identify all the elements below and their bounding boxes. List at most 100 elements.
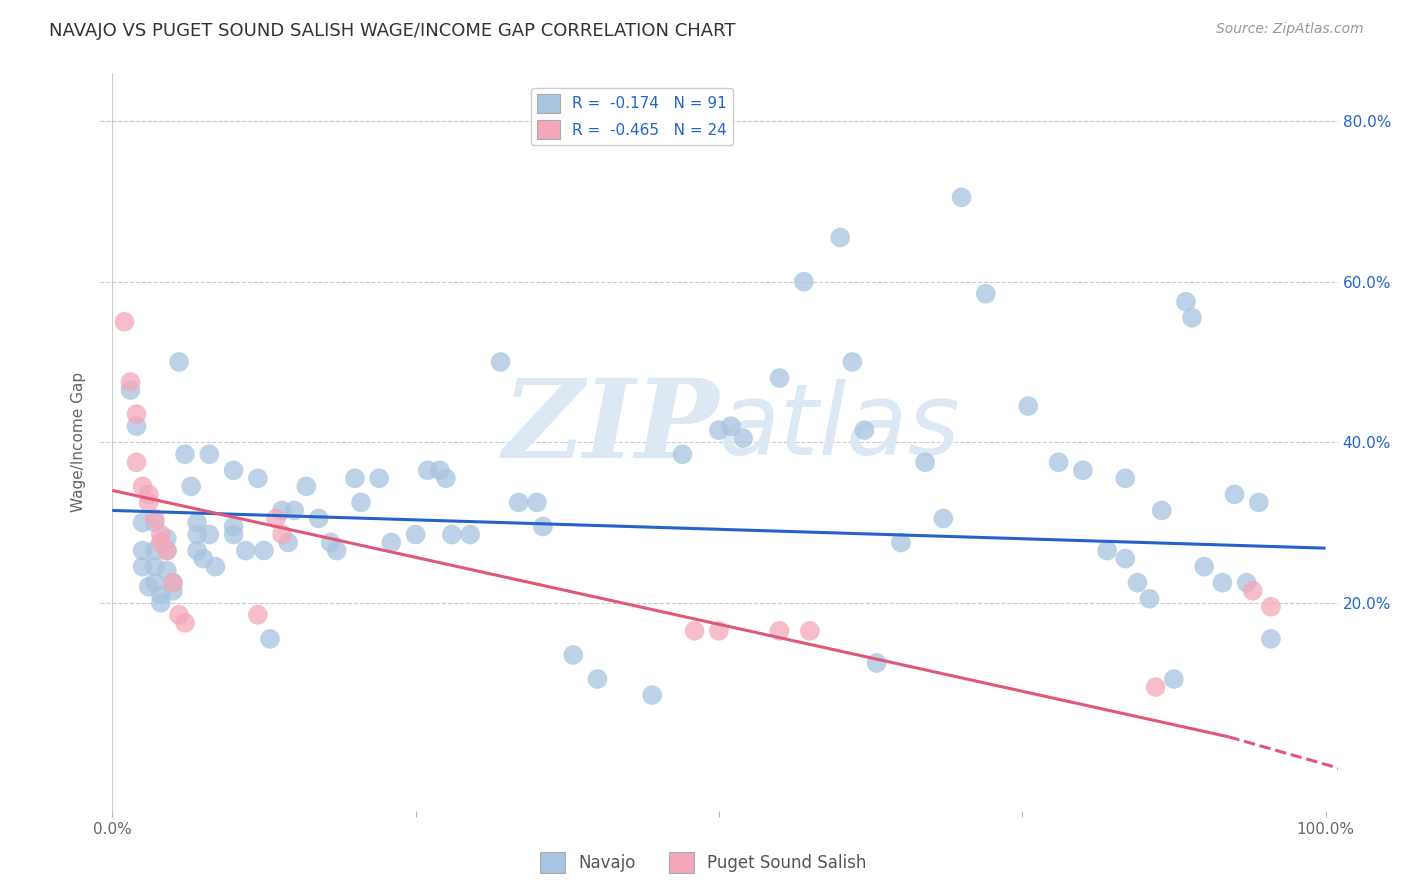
Point bbox=[1211, 575, 1233, 590]
Legend: Navajo, Puget Sound Salish: Navajo, Puget Sound Salish bbox=[533, 846, 873, 880]
Point bbox=[204, 559, 226, 574]
Point bbox=[768, 624, 790, 638]
Point bbox=[1192, 559, 1215, 574]
Point bbox=[222, 463, 245, 477]
Point bbox=[1139, 591, 1161, 606]
Point bbox=[508, 495, 530, 509]
Point bbox=[125, 455, 148, 469]
Point bbox=[138, 495, 160, 509]
Point bbox=[1114, 471, 1136, 485]
Point bbox=[914, 455, 936, 469]
Point bbox=[235, 543, 257, 558]
Point bbox=[156, 532, 179, 546]
Point bbox=[143, 559, 166, 574]
Point bbox=[1163, 672, 1185, 686]
Point bbox=[799, 624, 821, 638]
Point bbox=[156, 543, 179, 558]
Point bbox=[138, 487, 160, 501]
Point bbox=[793, 275, 815, 289]
Point bbox=[707, 624, 730, 638]
Point bbox=[162, 583, 184, 598]
Point bbox=[143, 511, 166, 525]
Point bbox=[246, 607, 269, 622]
Point bbox=[271, 527, 294, 541]
Point bbox=[174, 447, 197, 461]
Point bbox=[1175, 294, 1198, 309]
Point bbox=[186, 516, 208, 530]
Point bbox=[458, 527, 481, 541]
Point bbox=[198, 447, 221, 461]
Point bbox=[120, 383, 142, 397]
Point bbox=[198, 527, 221, 541]
Point bbox=[526, 495, 548, 509]
Point bbox=[149, 527, 172, 541]
Point bbox=[246, 471, 269, 485]
Point bbox=[112, 315, 135, 329]
Text: atlas: atlas bbox=[718, 379, 960, 476]
Point bbox=[641, 688, 664, 702]
Point bbox=[1126, 575, 1149, 590]
Point bbox=[131, 543, 153, 558]
Point bbox=[138, 580, 160, 594]
Point bbox=[162, 575, 184, 590]
Point bbox=[1241, 583, 1264, 598]
Point bbox=[768, 371, 790, 385]
Point bbox=[162, 575, 184, 590]
Point bbox=[264, 511, 287, 525]
Point bbox=[720, 419, 742, 434]
Point bbox=[319, 535, 342, 549]
Point bbox=[1095, 543, 1118, 558]
Point bbox=[1247, 495, 1270, 509]
Point bbox=[156, 543, 179, 558]
Point bbox=[932, 511, 955, 525]
Point bbox=[167, 355, 190, 369]
Point bbox=[283, 503, 305, 517]
Point bbox=[167, 607, 190, 622]
Legend: R =  -0.174   N = 91, R =  -0.465   N = 24: R = -0.174 N = 91, R = -0.465 N = 24 bbox=[531, 88, 734, 145]
Point bbox=[125, 419, 148, 434]
Point bbox=[531, 519, 554, 533]
Point bbox=[253, 543, 276, 558]
Point bbox=[429, 463, 451, 477]
Point bbox=[974, 286, 997, 301]
Point bbox=[1223, 487, 1246, 501]
Point bbox=[416, 463, 439, 477]
Point bbox=[186, 527, 208, 541]
Point bbox=[1047, 455, 1070, 469]
Point bbox=[1260, 632, 1282, 646]
Point bbox=[440, 527, 463, 541]
Point bbox=[562, 648, 585, 662]
Point bbox=[683, 624, 706, 638]
Point bbox=[1114, 551, 1136, 566]
Point bbox=[143, 543, 166, 558]
Point bbox=[368, 471, 391, 485]
Point bbox=[149, 596, 172, 610]
Text: ZIP: ZIP bbox=[502, 374, 718, 481]
Point bbox=[174, 615, 197, 630]
Point bbox=[180, 479, 202, 493]
Point bbox=[222, 519, 245, 533]
Point bbox=[489, 355, 512, 369]
Point bbox=[143, 516, 166, 530]
Point bbox=[325, 543, 347, 558]
Point bbox=[434, 471, 457, 485]
Point bbox=[586, 672, 609, 686]
Point bbox=[841, 355, 863, 369]
Point bbox=[733, 431, 755, 445]
Point bbox=[890, 535, 912, 549]
Point bbox=[350, 495, 373, 509]
Point bbox=[125, 407, 148, 421]
Point bbox=[131, 559, 153, 574]
Point bbox=[405, 527, 427, 541]
Point bbox=[830, 230, 852, 244]
Text: Source: ZipAtlas.com: Source: ZipAtlas.com bbox=[1216, 22, 1364, 37]
Point bbox=[1017, 399, 1039, 413]
Point bbox=[149, 588, 172, 602]
Point bbox=[222, 527, 245, 541]
Point bbox=[707, 423, 730, 437]
Point bbox=[853, 423, 876, 437]
Point bbox=[1181, 310, 1204, 325]
Point bbox=[950, 190, 973, 204]
Point bbox=[1236, 575, 1258, 590]
Point bbox=[131, 479, 153, 493]
